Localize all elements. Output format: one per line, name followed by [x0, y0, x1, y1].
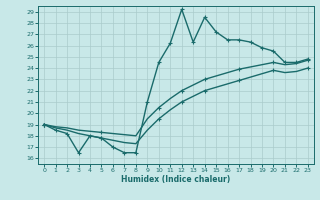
X-axis label: Humidex (Indice chaleur): Humidex (Indice chaleur)	[121, 175, 231, 184]
